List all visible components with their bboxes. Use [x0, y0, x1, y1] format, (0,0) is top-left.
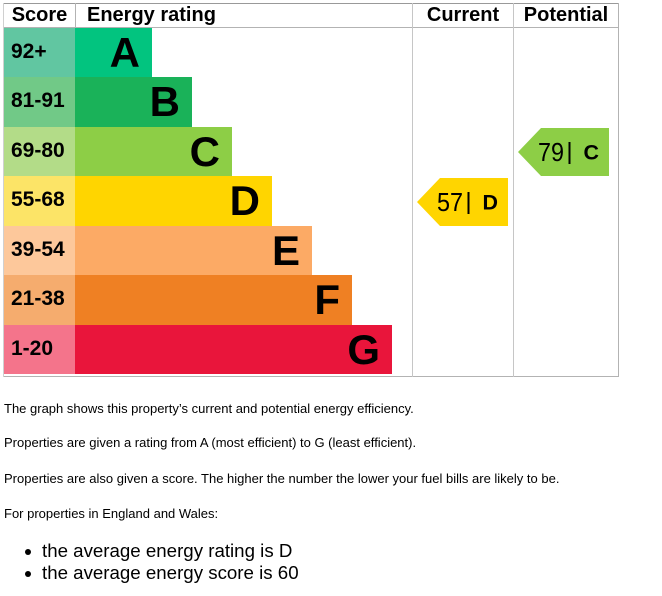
svg-text:79: 79: [538, 137, 564, 167]
svg-text:D: D: [483, 192, 499, 215]
svg-text:57: 57: [437, 187, 463, 217]
svg-text:C: C: [584, 142, 600, 165]
